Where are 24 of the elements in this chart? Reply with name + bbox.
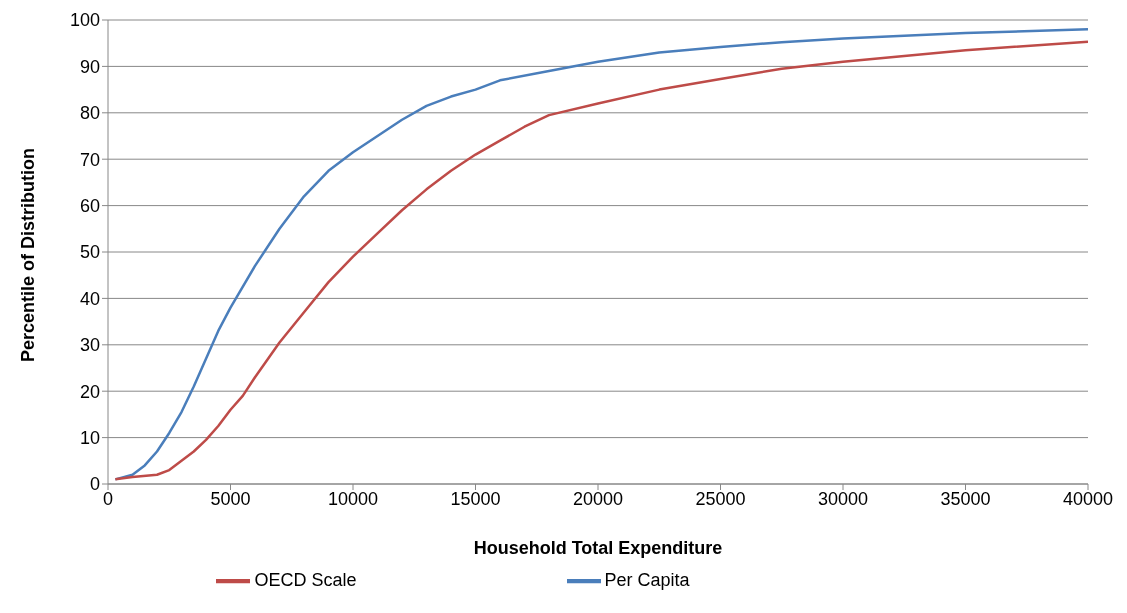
y-tick-label: 80 — [79, 103, 100, 124]
legend-label: Per Capita — [604, 569, 690, 590]
y-tick-label: 70 — [79, 149, 100, 170]
y-tick-label: 20 — [79, 381, 100, 402]
x-axis-title: Household Total Expenditure — [473, 538, 723, 558]
legend-label: OECD Scale — [254, 569, 357, 590]
x-tick-label: 0 — [102, 488, 114, 509]
y-tick-label: 50 — [79, 242, 100, 263]
x-tick-label: 30000 — [817, 488, 869, 509]
y-tick-label: 90 — [79, 56, 100, 77]
x-tick-label: 5000 — [210, 488, 251, 509]
y-tick-label: 0 — [89, 474, 100, 495]
y-axis-title: Percentile of Distribution — [18, 147, 39, 362]
y-tick-label: 10 — [79, 427, 100, 448]
x-tick-label: 25000 — [695, 488, 746, 509]
x-tick-label: 20000 — [572, 488, 624, 509]
y-tick-label: 100 — [69, 10, 100, 31]
y-tick-label: 40 — [79, 288, 100, 309]
x-tick-label: 35000 — [940, 488, 991, 509]
x-tick-label: 15000 — [450, 488, 501, 509]
y-tick-label: 30 — [79, 335, 100, 356]
x-tick-label: 10000 — [327, 488, 379, 509]
y-tick-label: 60 — [79, 195, 100, 216]
x-tick-label: 40000 — [1062, 488, 1114, 509]
